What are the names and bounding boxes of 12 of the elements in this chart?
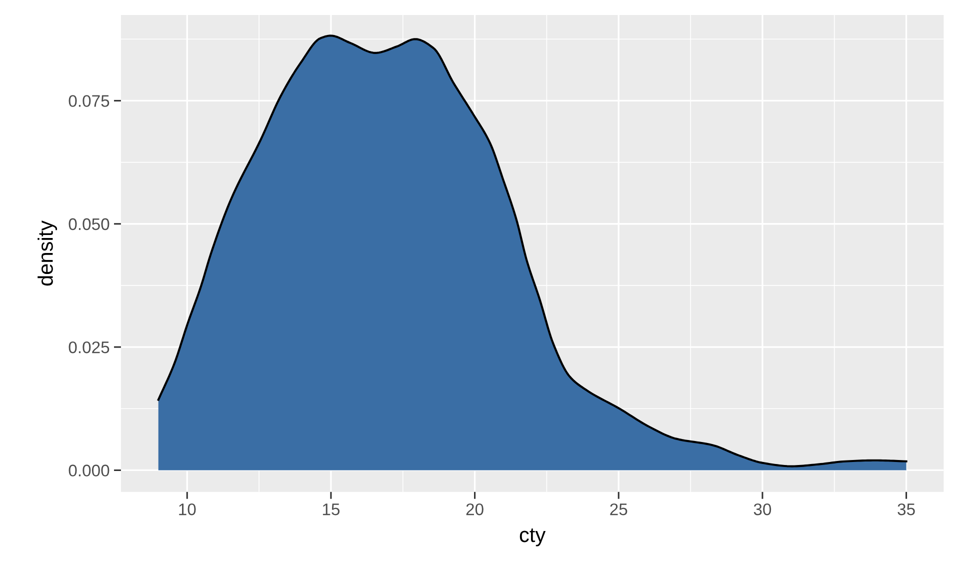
x-tick-label: 10 bbox=[179, 503, 196, 516]
y-axis-title: density bbox=[38, 220, 58, 286]
x-tick-label: 35 bbox=[898, 503, 915, 516]
x-tick-label: 25 bbox=[610, 503, 628, 516]
x-tick-label: 15 bbox=[322, 504, 340, 516]
x-axis-title: cty bbox=[520, 528, 546, 546]
x-tick-label: 20 bbox=[466, 503, 484, 516]
y-tick-label: 0.050 bbox=[68, 218, 110, 230]
y-tick-label: 0.025 bbox=[68, 341, 110, 354]
y-tick-label: 0.000 bbox=[68, 464, 110, 476]
y-tick-label: 0.075 bbox=[68, 95, 110, 107]
x-tick-label: 30 bbox=[754, 503, 772, 516]
